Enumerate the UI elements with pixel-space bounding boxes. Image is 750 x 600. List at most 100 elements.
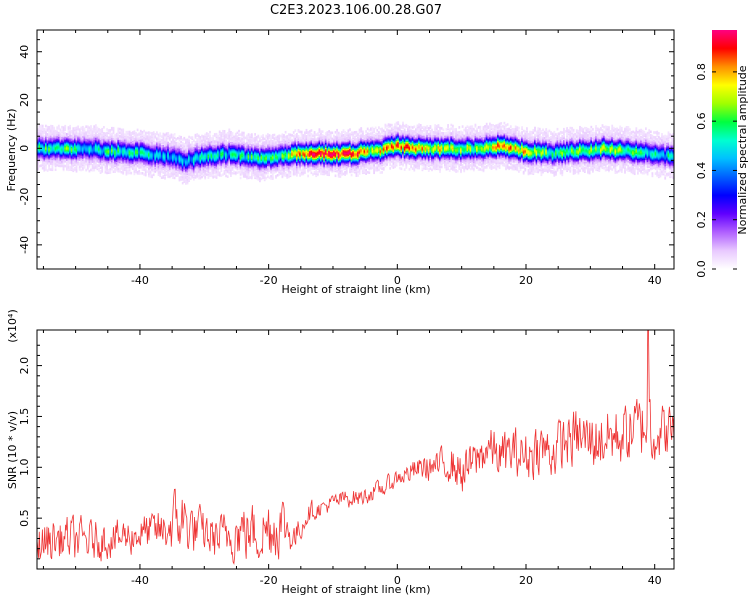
heatmap-cell: [138, 137, 141, 140]
heatmap-cell: [117, 132, 120, 135]
heatmap-cell: [276, 135, 279, 138]
heatmap-cell: [91, 127, 94, 131]
heatmap-cell: [260, 142, 263, 146]
heatmap-cell: [128, 130, 131, 134]
heatmap-cell: [207, 133, 210, 136]
heatmap-cell: [136, 128, 139, 132]
heatmap-cell: [136, 133, 139, 136]
heatmap-cell: [189, 173, 192, 177]
heatmap-cell: [296, 133, 298, 136]
heatmap-cell: [122, 128, 125, 132]
heatmap-cell: [284, 171, 287, 175]
heatmap-cell: [228, 168, 231, 171]
heatmap-cell: [115, 165, 118, 168]
heatmap-cell: [149, 135, 152, 138]
heatmap-cell: [213, 171, 216, 175]
heatmap-cell: [284, 138, 287, 141]
heatmap-cell: [271, 142, 274, 145]
heatmap-cell: [220, 132, 223, 135]
heatmap-cell: [90, 125, 92, 128]
heatmap-cell: [292, 167, 295, 170]
heatmap-cell: [230, 170, 232, 174]
heatmap-cell: [196, 133, 199, 136]
heatmap-cell: [244, 142, 247, 146]
heatmap-cell: [98, 167, 100, 171]
heatmap-cell: [296, 135, 298, 138]
heatmap-cell: [66, 133, 68, 136]
heatmap-cell: [69, 128, 71, 132]
heatmap-cell: [259, 144, 261, 148]
heatmap-cell: [101, 170, 104, 173]
heatmap-cell: [193, 173, 195, 176]
heatmap-cell: [120, 128, 123, 132]
heatmap-cell: [199, 136, 202, 139]
heatmap-cell: [193, 146, 195, 150]
heatmap-cell: [93, 130, 96, 133]
heatmap-cell: [162, 171, 165, 174]
heatmap-cell: [201, 175, 203, 179]
heatmap-cell: [38, 127, 41, 130]
heatmap-cell: [69, 165, 71, 169]
heatmap-cell: [188, 135, 190, 139]
heatmap-cell: [88, 126, 91, 129]
heatmap-cell: [262, 134, 264, 137]
heatmap-cell: [278, 140, 281, 144]
heatmap-cell: [164, 133, 166, 137]
heatmap-cell: [141, 131, 144, 134]
heatmap-cell: [204, 175, 207, 179]
heatmap-cell: [170, 169, 173, 173]
heatmap-cell: [176, 141, 179, 145]
heatmap-cell: [271, 136, 274, 139]
heatmap-cell: [291, 134, 293, 137]
heatmap-cell: [152, 173, 155, 177]
heatmap-cell: [213, 140, 216, 143]
heatmap-cell: [252, 139, 255, 143]
heatmap-cell: [61, 134, 63, 137]
heatmap-cell: [156, 137, 158, 140]
heatmap-cell: [41, 124, 44, 128]
heatmap-cell: [78, 128, 81, 131]
heatmap-cell: [271, 171, 274, 174]
heatmap-cell: [37, 164, 39, 168]
heatmap-cell: [270, 135, 272, 138]
heatmap-cell: [260, 177, 263, 181]
heatmap-cell: [41, 166, 44, 170]
heatmap-cell: [138, 165, 141, 168]
heatmap-cell: [278, 134, 281, 138]
heatmap-cell: [188, 144, 190, 147]
heatmap-cell: [231, 138, 234, 141]
heatmap-cell: [154, 135, 157, 138]
heatmap-cell: [120, 135, 123, 139]
heatmap-cell: [165, 142, 168, 145]
heatmap-cell: [141, 168, 144, 171]
heatmap-cell: [111, 126, 113, 130]
heatmap-cell: [72, 129, 75, 133]
heatmap-cell: [259, 137, 261, 140]
heatmap-cell: [246, 141, 248, 145]
heatmap-cell: [183, 146, 186, 150]
heatmap-cell: [40, 164, 42, 167]
heatmap-cell: [181, 181, 184, 185]
heatmap-cell: [67, 168, 70, 172]
heatmap-cell: [120, 166, 123, 169]
heatmap-cell: [260, 139, 263, 142]
heatmap-cell: [91, 166, 94, 170]
heatmap-cell: [233, 135, 235, 139]
heatmap-cell: [250, 169, 253, 172]
heatmap-cell: [191, 172, 194, 175]
heatmap-cell: [230, 131, 232, 134]
heatmap-cell: [204, 133, 207, 137]
heatmap-cell: [128, 170, 131, 174]
heatmap-cell: [138, 169, 141, 173]
heatmap-cell: [193, 139, 195, 142]
heatmap-cell: [247, 135, 250, 139]
heatmap-cell: [178, 138, 181, 142]
heatmap-cell: [94, 124, 97, 127]
heatmap-cell: [230, 133, 232, 136]
heatmap-cell: [133, 170, 136, 173]
heatmap-cell: [223, 130, 226, 133]
heatmap-cell: [173, 176, 176, 180]
heatmap-cell: [117, 169, 120, 173]
heatmap-cell: [268, 136, 271, 140]
heatmap-cell: [220, 134, 223, 137]
